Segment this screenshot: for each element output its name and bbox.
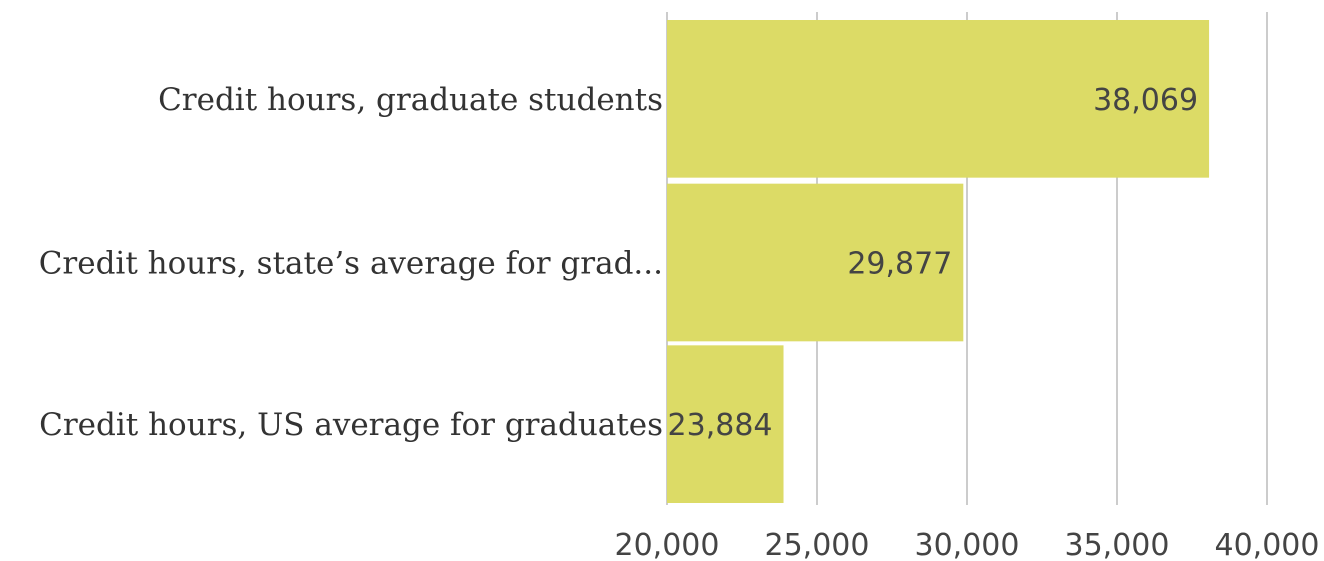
- x-tick-label: 40,000: [1215, 528, 1320, 561]
- category-label: Credit hours, state’s average for grad..…: [39, 246, 663, 282]
- category-label: Credit hours, graduate students: [158, 82, 663, 118]
- x-tick-label: 20,000: [615, 528, 720, 561]
- data-label: 29,877: [847, 247, 952, 282]
- category-label: Credit hours, US average for graduates: [39, 407, 663, 443]
- bar: [667, 183, 964, 342]
- bar: [667, 345, 784, 503]
- x-axis-tick-labels: 20,000 25,000 30,000 35,000 40,000: [615, 528, 1320, 561]
- bar: [667, 20, 1210, 178]
- data-label: 23,884: [668, 408, 773, 443]
- x-tick-label: 35,000: [1065, 528, 1170, 561]
- x-tick-label: 25,000: [765, 528, 870, 561]
- category-labels: Credit hours, graduate students Credit ho…: [39, 82, 663, 443]
- x-tick-label: 30,000: [915, 528, 1020, 561]
- data-label: 38,069: [1093, 83, 1198, 118]
- bars: [667, 20, 1210, 503]
- data-labels: 38,069 29,877 23,884: [668, 83, 1199, 443]
